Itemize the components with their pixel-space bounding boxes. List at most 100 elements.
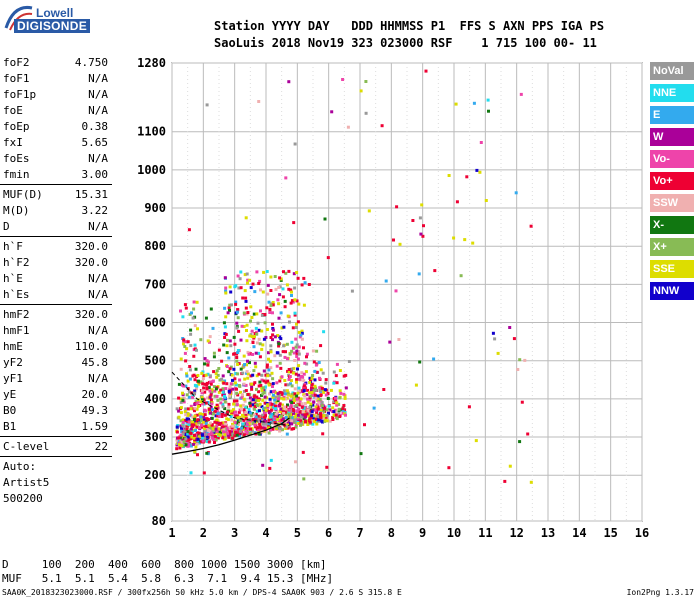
param-value: N/A	[88, 72, 108, 85]
param-row: M(D) 3.22	[0, 203, 112, 219]
echo-point	[228, 339, 232, 343]
echo-point	[191, 316, 195, 320]
echo-point	[447, 174, 451, 177]
echo-point	[294, 460, 297, 464]
echo-point	[242, 427, 246, 431]
echo-point	[350, 289, 354, 293]
param-value: 1.59	[81, 420, 109, 433]
echo-point	[359, 452, 363, 456]
echo-point	[191, 420, 195, 424]
echo-point	[178, 436, 182, 440]
echo-point	[305, 355, 308, 359]
note-text: 500200	[3, 492, 43, 505]
x-tick-label: 9	[419, 526, 426, 540]
echo-point	[514, 191, 518, 195]
echo-point	[337, 411, 341, 415]
echo-point	[211, 412, 215, 416]
param-value: 320.0	[74, 256, 108, 269]
echo-point	[305, 362, 309, 366]
echo-point	[190, 435, 194, 439]
echo-point	[279, 396, 283, 400]
echo-point	[249, 411, 253, 415]
echo-point	[178, 443, 181, 447]
param-row: h`Es N/A	[0, 287, 112, 303]
echo-point	[193, 324, 197, 328]
echo-point	[196, 327, 199, 331]
x-tick-label: 1	[168, 526, 175, 540]
echo-point	[268, 466, 272, 470]
echo-point	[241, 403, 245, 407]
echo-point	[290, 340, 294, 344]
echo-point	[274, 391, 278, 395]
echo-point	[512, 337, 516, 341]
echo-point	[335, 381, 339, 385]
echo-point	[221, 387, 225, 391]
echo-point	[311, 349, 315, 353]
echo-point	[302, 417, 306, 421]
echo-point	[322, 410, 326, 414]
echo-point	[245, 370, 249, 374]
echo-point	[236, 423, 240, 426]
echo-point	[314, 388, 318, 392]
echo-point	[265, 306, 269, 310]
echo-point	[249, 427, 252, 431]
echo-point	[179, 357, 183, 361]
echo-point	[225, 351, 229, 355]
echo-point	[266, 283, 270, 287]
echo-point	[213, 420, 217, 424]
echo-point	[195, 407, 199, 411]
echo-point	[255, 399, 258, 402]
echo-point	[262, 270, 266, 274]
echo-point	[249, 319, 252, 323]
echo-point	[264, 422, 268, 426]
echo-point	[282, 270, 285, 274]
echo-point	[241, 422, 245, 426]
echo-point	[310, 410, 314, 414]
echo-point	[305, 352, 309, 356]
echo-point	[296, 422, 300, 425]
echo-point	[195, 425, 199, 429]
echo-point	[267, 383, 271, 387]
echo-point	[278, 390, 282, 394]
echo-point	[260, 373, 264, 377]
echo-point	[199, 338, 203, 342]
echo-point	[193, 378, 197, 382]
echo-point	[228, 430, 232, 434]
param-row: hmF1 N/A	[0, 323, 112, 339]
echo-point	[268, 373, 272, 377]
echo-point	[304, 370, 308, 374]
echo-point	[314, 396, 318, 400]
echo-point	[252, 369, 256, 373]
param-key: foEs	[3, 152, 30, 165]
echo-point	[209, 382, 213, 386]
echo-point	[278, 293, 282, 297]
echo-point	[292, 409, 296, 412]
echo-point	[284, 416, 288, 419]
separator	[0, 456, 112, 457]
echo-point	[230, 303, 233, 307]
echo-point	[244, 411, 248, 415]
echo-point	[198, 421, 202, 425]
muf-value-row: MUF 5.1 5.1 5.4 5.8 6.3 7.1 9.4 15.3 [MH…	[2, 572, 334, 585]
echo-point	[248, 401, 252, 405]
echo-point	[496, 351, 500, 355]
echo-point	[253, 394, 257, 398]
param-value: N/A	[88, 288, 108, 301]
echo-point	[260, 393, 263, 397]
echo-point	[259, 309, 262, 313]
echo-point	[180, 430, 184, 433]
echo-point	[223, 394, 226, 398]
echo-point	[261, 386, 265, 390]
echo-point	[246, 431, 250, 435]
digisonde-logo: Lowell DIGISONDE	[2, 2, 112, 42]
echo-point	[296, 320, 300, 324]
echo-point	[182, 342, 185, 346]
echo-point	[454, 102, 458, 106]
muf-table: D 100 200 400 600 800 1000 1500 3000 [km…	[2, 558, 333, 586]
echo-point	[261, 290, 265, 294]
echo-point	[198, 412, 202, 416]
echo-point	[196, 418, 200, 422]
echo-point	[224, 315, 228, 319]
echo-point	[231, 378, 234, 382]
software-version: Ion2Png 1.3.17	[626, 588, 694, 597]
